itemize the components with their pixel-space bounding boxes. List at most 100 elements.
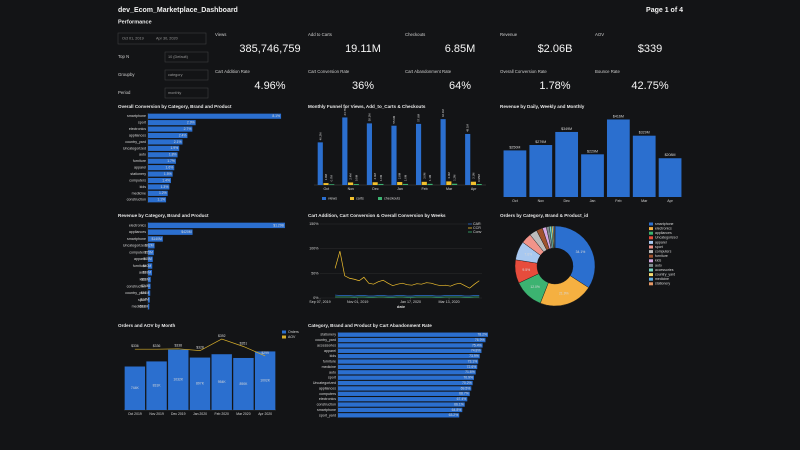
value-label: 75.4%: [472, 343, 482, 347]
kpi-value: 1.78%: [539, 80, 570, 92]
value-label: 1.0M: [403, 174, 407, 181]
value-label: 1.1M: [428, 174, 432, 181]
value-label: $420M: [181, 230, 192, 234]
value-label: $140M: [151, 237, 162, 241]
value-label: 1.5%: [164, 172, 172, 176]
date-range-box[interactable]: [117, 32, 207, 45]
bar: [124, 366, 146, 410]
value-label: 2.9%: [187, 121, 195, 125]
bar: [338, 370, 476, 375]
legend-label: appliances: [655, 231, 672, 235]
slice-label: 9.5%: [522, 268, 530, 272]
category-label: appliances: [129, 230, 146, 234]
bar: [146, 361, 167, 410]
value-label: $299: [261, 351, 269, 355]
bar: [168, 349, 189, 410]
x-tick-label: Feb: [615, 199, 621, 203]
value-label: 71.8%: [465, 370, 475, 374]
value-label: 2.4%: [179, 133, 187, 137]
value-label: 57.6M: [417, 113, 421, 121]
bar: [317, 142, 323, 185]
value-label: 63.2%: [449, 413, 459, 417]
bar: [347, 182, 354, 185]
bar: [233, 357, 254, 410]
bar: [338, 332, 488, 337]
kpi-label: Cart Addition Rate: [215, 69, 250, 74]
bar: [391, 125, 397, 185]
value-label: 954K: [218, 380, 227, 384]
bar: [338, 413, 460, 418]
line-series: [335, 294, 480, 297]
legend-label: kids: [655, 259, 661, 263]
category-label: sport_yard: [319, 413, 336, 417]
value-label: 70.2%: [462, 381, 472, 385]
value-label: 1.9%: [170, 146, 178, 150]
date-start[interactable]: Oct 01, 2019: [122, 37, 144, 41]
bar: [338, 391, 470, 396]
legend-label: AOV: [288, 335, 296, 339]
kpi-label: Overall Conversion Rate: [500, 69, 547, 74]
chart-title: Cart Addition, Cart Conversion & Overall…: [308, 213, 446, 218]
value-label: 72.6%: [467, 365, 477, 369]
bar: [402, 183, 409, 185]
x-tick-label: Nov 2019: [149, 412, 164, 416]
bar: [148, 236, 163, 242]
value-label: $208M: [665, 153, 676, 157]
value-label: 0.95M: [477, 173, 481, 181]
topn-input[interactable]: [164, 51, 209, 63]
value-label: 1.1%: [157, 198, 165, 202]
kpi-value: $339: [638, 43, 662, 55]
legend-label: CAR: [473, 222, 481, 226]
bar: [148, 165, 175, 171]
value-label: 8.1%: [272, 114, 280, 118]
bar: [211, 354, 232, 410]
kpi-label: AOV: [595, 32, 604, 37]
category-label: electronics: [129, 127, 146, 131]
legend-swatch: [350, 197, 354, 200]
category-label: auto: [139, 271, 146, 275]
bar: [632, 135, 656, 197]
category-label: apparel: [324, 349, 336, 353]
bar: [338, 397, 468, 402]
category-label: apparel: [134, 166, 146, 170]
bar: [338, 375, 474, 380]
page-indicator[interactable]: Page 1 of 4: [646, 7, 683, 14]
category-label: apparel: [134, 257, 146, 261]
value-label: 66.1%: [454, 402, 464, 406]
bar: [148, 297, 150, 303]
x-tick-label: Jan 2020: [193, 412, 207, 416]
legend-label: accessories: [655, 268, 674, 272]
bar: [338, 380, 473, 386]
kpi-label: Revenue: [500, 32, 518, 37]
legend-label: auto: [655, 263, 662, 267]
legend-swatch: [649, 236, 653, 240]
groupby-value[interactable]: category: [168, 73, 183, 77]
legend-swatch: [322, 197, 326, 200]
chart-title: Category, Brand and Product by Cart Aban…: [308, 323, 432, 328]
kpi-value: 36%: [352, 80, 374, 92]
legend-swatch: [649, 227, 653, 231]
bar: [148, 270, 153, 276]
kpi-value: 4.96%: [254, 80, 285, 92]
bar: [148, 249, 154, 256]
legend-label: Conv: [473, 230, 482, 234]
value-label: 1.2M: [453, 174, 457, 181]
category-label: medicine: [132, 191, 146, 195]
bar: [338, 354, 480, 359]
period-select[interactable]: [164, 87, 209, 99]
bar: [440, 119, 446, 185]
x-axis-label: date: [397, 304, 406, 309]
period-value[interactable]: monthly: [168, 91, 181, 95]
legend-swatch: [649, 263, 653, 267]
bar: [148, 276, 151, 283]
date-end[interactable]: Apr 30, 2020: [156, 37, 178, 41]
legend-swatch: [649, 245, 653, 249]
kpi-label: Cart Abandonment Rate: [405, 69, 452, 74]
bar: [446, 181, 452, 185]
legend-swatch: [649, 231, 653, 235]
bar: [148, 120, 196, 126]
category-label: computers: [319, 392, 336, 396]
topn-value[interactable]: 10 (Default): [168, 55, 189, 59]
bar: [338, 402, 465, 407]
groupby-select[interactable]: [164, 69, 209, 81]
